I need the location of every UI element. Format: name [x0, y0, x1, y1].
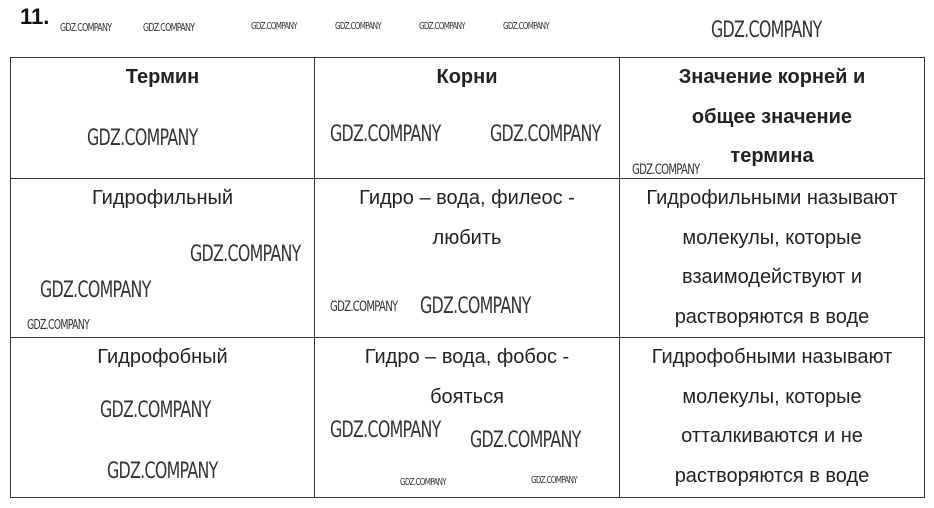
watermark: GDZ.COMPANY [330, 299, 398, 315]
watermark: GDZ.COMPANY [711, 18, 822, 43]
watermark: GDZ.COMPANY [100, 398, 211, 423]
table-row: Гидрофобный Гидро – вода, фобос - боятьс… [10, 337, 925, 498]
cell-term: Гидрофобный [10, 337, 315, 498]
header-term: Термин [10, 57, 315, 179]
watermark: GDZ.COMPANY [330, 122, 441, 147]
exercise-number: 11. [20, 4, 50, 29]
watermark: GDZ.COMPANY [503, 21, 550, 32]
cell-roots: Гидро – вода, филеос - любить [314, 178, 620, 338]
cell-meaning: Гидрофобными называют молекулы, которые … [619, 337, 925, 498]
watermark: GDZ.COMPANY [27, 318, 90, 333]
cell-roots: Гидро – вода, фобос - бояться [314, 337, 620, 498]
watermark: GDZ.COMPANY [335, 21, 382, 32]
watermark: GDZ.COMPANY [400, 477, 447, 488]
cell-meaning: Гидрофильными называют молекулы, которые… [619, 178, 925, 338]
watermark: GDZ.COMPANY [87, 126, 198, 151]
watermark: GDZ.COMPANY [251, 21, 298, 32]
watermark: GDZ.COMPANY [107, 459, 218, 484]
watermark: GDZ.COMPANY [470, 428, 581, 453]
header-meaning: Значение корней и общее значение термина [619, 57, 925, 179]
watermark: GDZ.COMPANY [632, 162, 700, 178]
watermark: GDZ.COMPANY [531, 475, 578, 486]
watermark: GDZ.COMPANY [190, 242, 301, 267]
table-header-row: Термин Корни Значение корней и общее зна… [10, 57, 925, 179]
watermark: GDZ.COMPANY [143, 21, 195, 34]
watermark: GDZ.COMPANY [490, 122, 601, 147]
watermark: GDZ.COMPANY [60, 21, 112, 34]
watermark: GDZ.COMPANY [330, 418, 441, 443]
table-row: Гидрофильный Гидро – вода, филеос - люби… [10, 178, 925, 338]
watermark: GDZ.COMPANY [420, 294, 531, 319]
terms-table: Термин Корни Значение корней и общее зна… [10, 57, 925, 498]
header-roots: Корни [314, 57, 620, 179]
watermark: GDZ.COMPANY [40, 278, 151, 303]
watermark: GDZ.COMPANY [419, 21, 466, 32]
cell-term: Гидрофильный [10, 178, 315, 338]
